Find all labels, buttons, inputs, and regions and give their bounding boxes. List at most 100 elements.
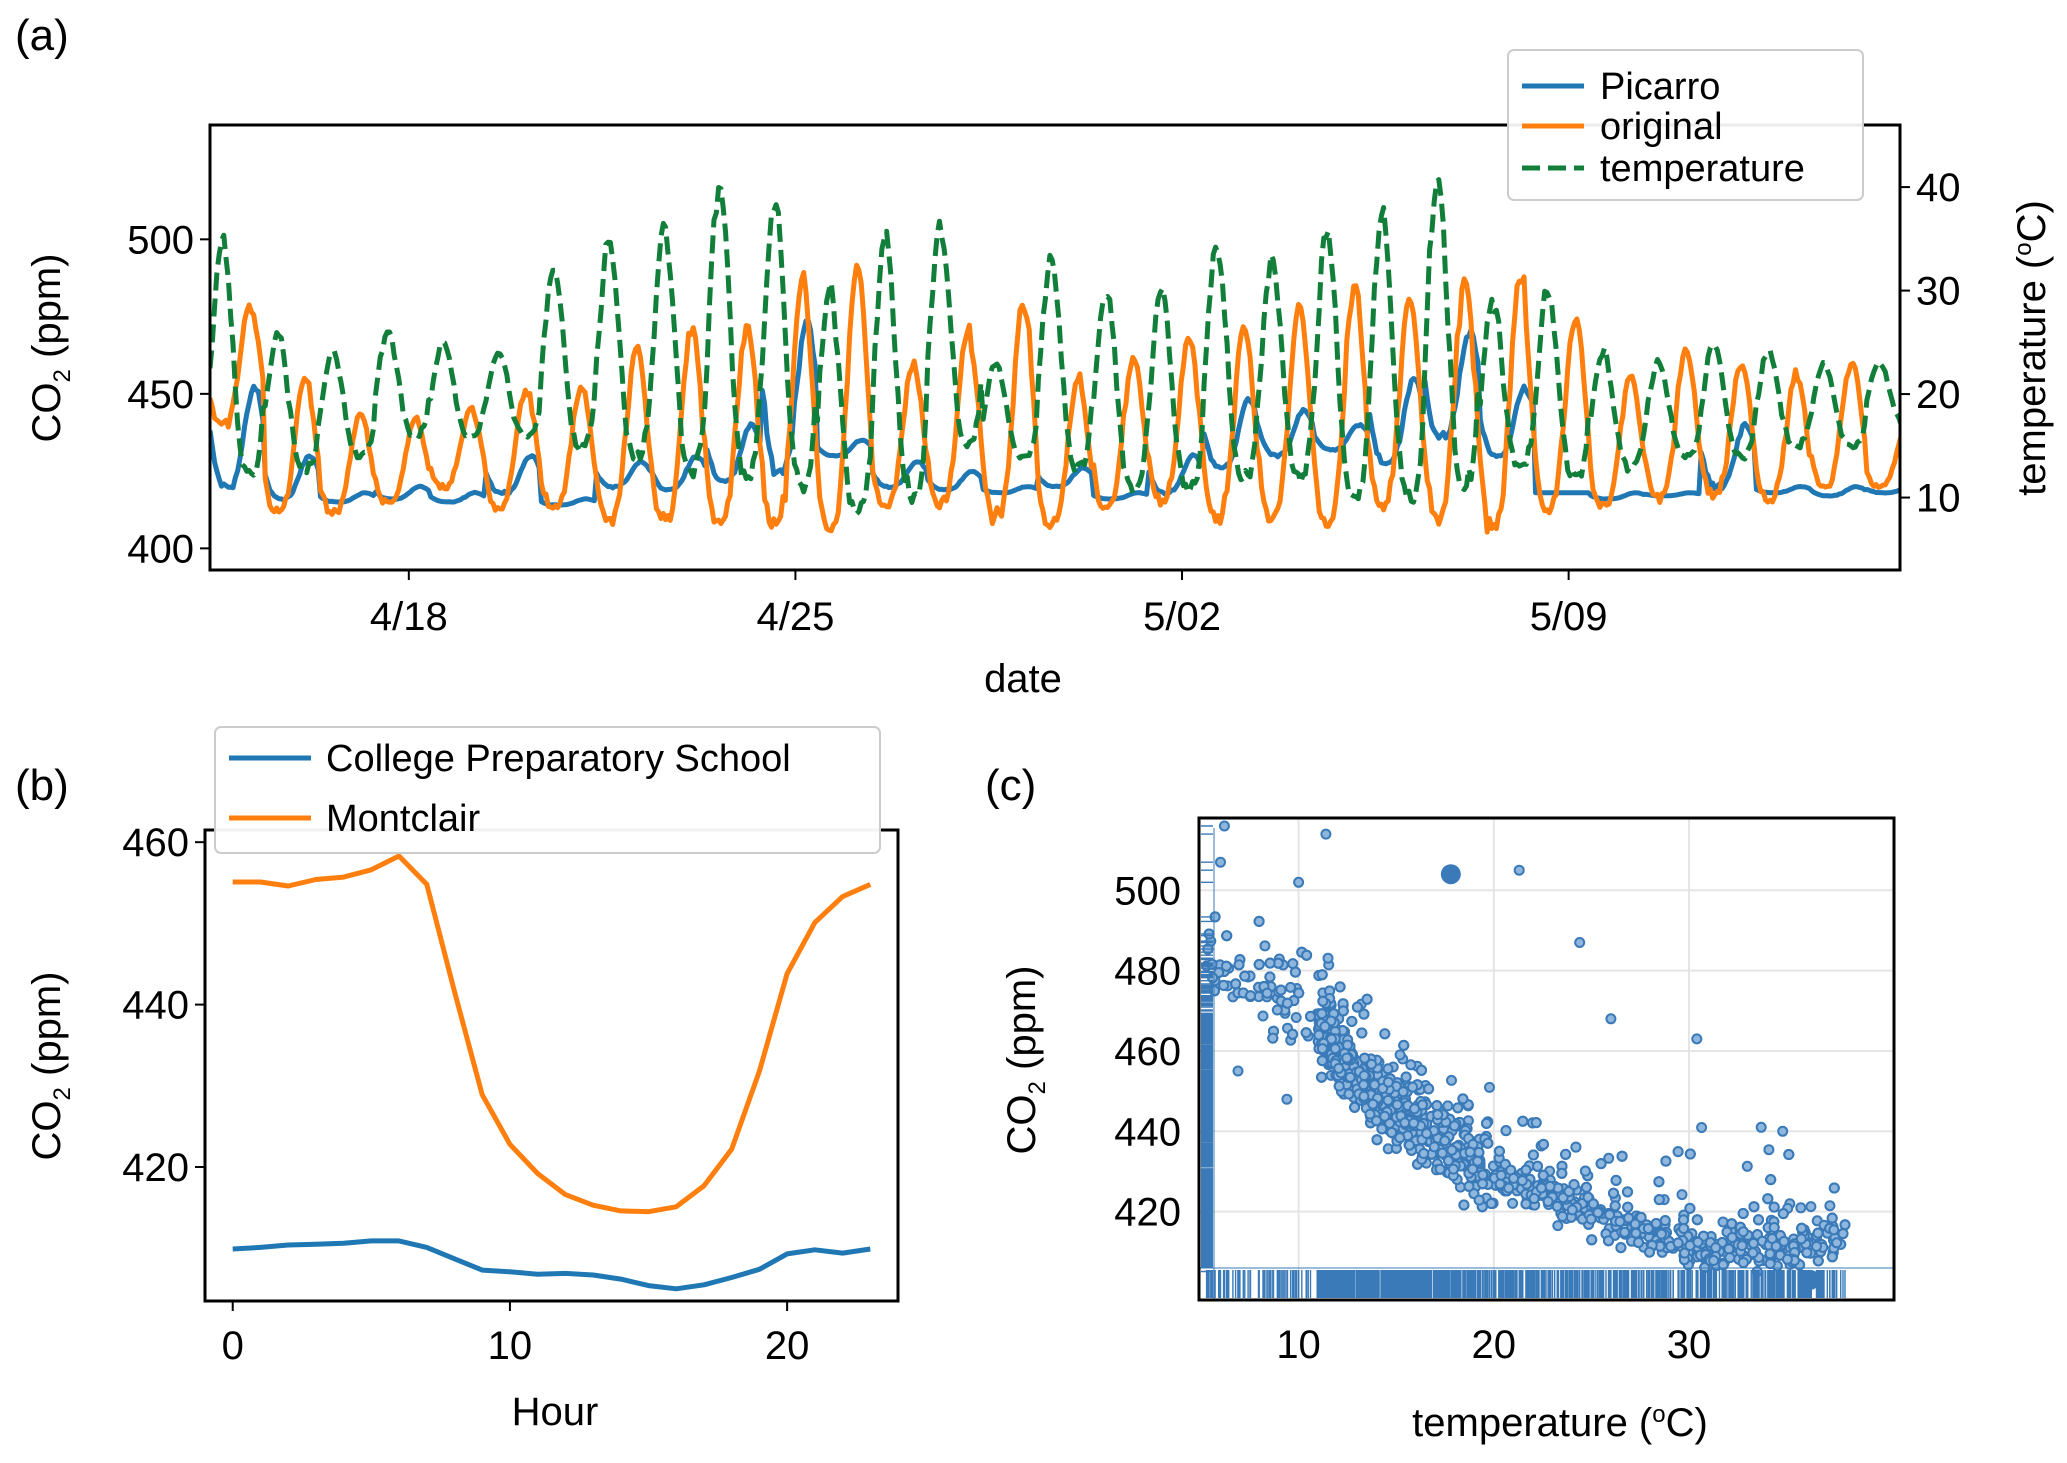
svg-text:CO2 (ppm): CO2 (ppm) (25, 972, 76, 1161)
scatter-point (1481, 1117, 1492, 1129)
scatter-point (1691, 1033, 1703, 1045)
scatter-point (1678, 1223, 1690, 1234)
panel-c-xlabel: temperature (oC) (1412, 1401, 1708, 1445)
scatter-point (1748, 1237, 1759, 1249)
scatter-point (1528, 1193, 1540, 1204)
scatter-point (1493, 1145, 1505, 1157)
scatter-point (1737, 1208, 1749, 1219)
scatter-point (1358, 1070, 1370, 1082)
scatter-point (1557, 1210, 1568, 1222)
scatter-point (1777, 1125, 1789, 1137)
scatter-point (1320, 828, 1332, 840)
scatter-point (1748, 1201, 1760, 1213)
scatter-point (1457, 1093, 1469, 1105)
scatter-point (1361, 993, 1373, 1005)
scatter-point (1215, 856, 1226, 868)
scatter-point (1293, 987, 1305, 999)
scatter-point (1839, 1219, 1851, 1231)
panel-label-b: (b) (15, 761, 69, 810)
montclair-line (232, 853, 872, 1215)
scatter-point (1477, 1169, 1489, 1181)
panel-c-y-ticks: 420 440 460 480 500 (1114, 869, 1181, 1234)
scatter-point (1289, 966, 1301, 978)
scatter-point (1409, 1103, 1420, 1115)
scatter-point (1376, 1123, 1388, 1135)
scatter-point (1351, 1001, 1363, 1013)
scatter-point (1382, 1094, 1394, 1106)
y-tick-right-label: 20 (1916, 373, 1961, 417)
scatter-point (1319, 1021, 1331, 1032)
scatter-point (1391, 1099, 1403, 1111)
temperature-line (210, 177, 1900, 517)
scatter-point (1343, 1088, 1355, 1100)
panel-b-x-ticks: 0 10 20 (222, 1301, 809, 1368)
scatter-point (1253, 915, 1265, 927)
scatter-point (1394, 1049, 1406, 1061)
scatter-point (1463, 1180, 1475, 1192)
scatter-point (1812, 1227, 1824, 1239)
scatter-point (1659, 1215, 1671, 1227)
scatter-point (1777, 1208, 1789, 1220)
scatter-point (1285, 981, 1297, 993)
panel-a-series (210, 177, 1900, 535)
scatter-point (1349, 1101, 1361, 1113)
scatter-point (1551, 1200, 1563, 1212)
scatter-point (1418, 1148, 1430, 1159)
x-tick-label: 10 (488, 1324, 533, 1368)
scatter-point (1684, 1202, 1696, 1214)
scatter-point (1366, 1058, 1377, 1070)
panel-a-xlabel: date (984, 657, 1062, 701)
scatter-point (1485, 1198, 1497, 1209)
y-tick-label: 420 (1114, 1191, 1181, 1235)
scatter-point (1520, 1164, 1532, 1176)
scatter-point (1586, 1234, 1598, 1246)
scatter-point (1322, 952, 1334, 964)
scatter-point (1672, 1237, 1684, 1249)
scatter-point (1358, 1008, 1370, 1020)
panel-b: 420 440 460 0 10 20 Hour CO2 (ppm) College P… (25, 726, 900, 1434)
scatter-point (1333, 1080, 1345, 1092)
y-tick-label: 460 (1114, 1030, 1181, 1074)
scatter-point (1477, 1178, 1488, 1190)
scatter-point (1439, 1135, 1451, 1147)
scatter-point (1232, 1065, 1244, 1077)
scatter-point (1313, 1029, 1325, 1041)
scatter-point (1747, 1247, 1759, 1259)
scatter-point (1371, 1134, 1383, 1146)
legend-label-temperature: temperature (1600, 148, 1805, 190)
scatter-point (1696, 1122, 1708, 1133)
legend-label-college-prep: College Preparatory School (326, 738, 791, 780)
scatter-point (1359, 1052, 1371, 1064)
scatter-point (1398, 1039, 1410, 1051)
scatter-point (1828, 1224, 1840, 1236)
legend-label-montclair: Montclair (326, 798, 480, 840)
scatter-point (1446, 1074, 1457, 1086)
y-tick-label: 440 (122, 984, 189, 1028)
x-tick-label: 5/02 (1143, 595, 1221, 639)
scatter-point (1220, 960, 1232, 972)
scatter-point (1691, 1214, 1703, 1226)
scatter-point (1329, 1043, 1341, 1055)
y-tick-label: 400 (127, 527, 194, 571)
scatter-point (1603, 1152, 1615, 1164)
scatter-point (1400, 1071, 1412, 1083)
panel-b-ylabel: CO2 (ppm) (25, 972, 76, 1161)
scatter-point (1516, 1175, 1528, 1187)
scatter-point (1538, 1138, 1549, 1150)
panel-b-series (232, 853, 872, 1292)
scatter-point (1472, 1155, 1484, 1167)
scatter-point (1585, 1213, 1597, 1225)
scatter-point (1805, 1201, 1817, 1213)
scatter-point (1344, 1071, 1356, 1083)
panel-c-frame (1197, 816, 1896, 1302)
scatter-point (1264, 971, 1276, 983)
scatter-point (1570, 1141, 1582, 1153)
scatter-point (1679, 1247, 1691, 1259)
scatter-point (1717, 1259, 1729, 1271)
scatter-point (1473, 1194, 1485, 1206)
scatter-point (1443, 1155, 1454, 1167)
scatter-point (1595, 1158, 1607, 1170)
scatter-point (1358, 1079, 1370, 1091)
scatter-point (1614, 1216, 1626, 1227)
